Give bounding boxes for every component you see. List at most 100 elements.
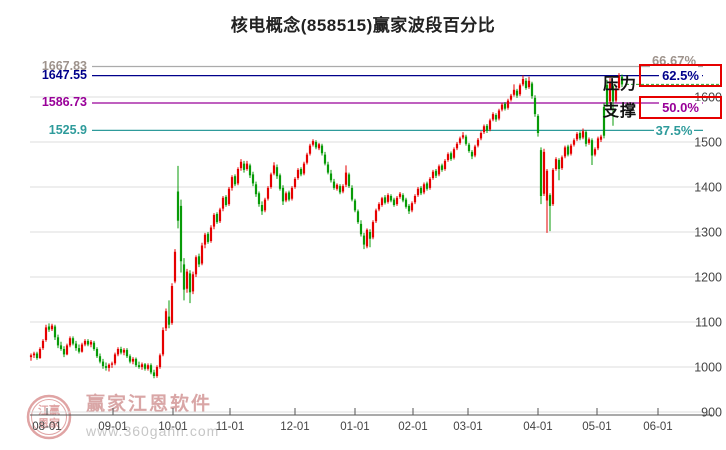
level-percent-label: 37.5% — [644, 123, 704, 138]
candle — [434, 170, 438, 176]
candle — [59, 345, 63, 349]
candle — [107, 364, 111, 368]
winner-gann-logo-icon: 江赢 恩家 — [26, 394, 72, 440]
candle — [524, 80, 528, 88]
candle — [170, 286, 174, 323]
candle — [461, 135, 465, 138]
candle — [356, 211, 360, 223]
candle — [455, 143, 459, 149]
level-price-label: 1647.55 — [41, 68, 87, 83]
candle — [50, 325, 54, 330]
level-percent-label: 62.5% — [659, 68, 702, 83]
level-percent-box: 62.5% — [639, 64, 722, 87]
x-axis-label: 11-01 — [216, 421, 245, 433]
candle — [206, 233, 210, 242]
candle — [47, 326, 51, 330]
candle — [371, 222, 375, 238]
candle — [374, 210, 378, 222]
candle — [437, 166, 441, 175]
candle — [245, 163, 249, 169]
candle — [311, 141, 315, 145]
candle — [86, 340, 90, 345]
candle — [446, 154, 450, 160]
candle — [68, 338, 72, 346]
watermark-brand-text: 赢家江恩软件 — [86, 394, 213, 415]
candle — [473, 146, 477, 156]
candle — [221, 197, 225, 209]
candle — [182, 264, 186, 290]
candle — [362, 235, 366, 245]
candle — [416, 188, 420, 196]
candle — [281, 187, 285, 202]
candle — [539, 150, 543, 196]
candle — [572, 140, 576, 145]
candle — [83, 340, 87, 345]
candle — [224, 196, 228, 205]
candle — [548, 195, 552, 206]
candle — [413, 196, 417, 203]
candle — [464, 136, 468, 144]
candle — [287, 192, 291, 200]
candle — [527, 80, 531, 88]
y-axis-label: 1300 — [694, 226, 722, 240]
y-axis-label: 1400 — [694, 181, 722, 195]
candle — [236, 169, 240, 184]
candle — [314, 142, 318, 148]
candle — [65, 345, 69, 355]
candle — [275, 167, 279, 177]
y-axis-label: 1100 — [695, 316, 722, 330]
y-axis-label: 900 — [701, 406, 722, 420]
candle — [248, 165, 252, 176]
candle — [233, 176, 237, 185]
candle — [272, 165, 276, 174]
chart-title: 核电概念(858515)赢家波段百分比 — [230, 16, 496, 35]
candle — [467, 144, 471, 151]
svg-text:江赢: 江赢 — [38, 403, 60, 417]
x-axis-label: 10-01 — [158, 421, 187, 433]
candle — [323, 154, 327, 164]
candle — [101, 361, 105, 367]
candle — [542, 151, 546, 194]
candle — [152, 372, 156, 376]
candle — [41, 340, 45, 349]
candle — [494, 115, 498, 120]
candle — [452, 149, 456, 158]
candle — [533, 97, 537, 115]
candle — [317, 144, 321, 149]
candle — [122, 349, 126, 353]
candle — [305, 154, 309, 163]
candle — [131, 358, 135, 362]
candle — [155, 367, 159, 376]
candle — [179, 205, 183, 262]
candle — [341, 186, 345, 192]
candle — [410, 203, 414, 211]
candle — [365, 229, 369, 247]
x-axis-label: 08-01 — [32, 421, 61, 433]
candle — [158, 355, 162, 367]
watermark-url-text: www.360gann.com — [86, 423, 220, 439]
x-axis-label: 02-01 — [398, 421, 427, 433]
candle — [203, 234, 207, 245]
candle — [284, 193, 288, 201]
level-percent-text: 37.5% — [653, 123, 695, 138]
candle — [218, 209, 222, 222]
candle — [566, 146, 570, 155]
candle — [503, 103, 507, 109]
candle — [263, 199, 267, 211]
level-price-label: 1586.73 — [41, 95, 87, 110]
candle — [350, 187, 354, 200]
candle — [278, 175, 282, 189]
candle — [209, 227, 213, 241]
candle — [338, 186, 342, 193]
candle — [290, 187, 294, 199]
candle — [476, 139, 480, 146]
candle — [497, 110, 501, 119]
candle — [560, 157, 564, 169]
y-axis-label: 1200 — [694, 271, 722, 285]
candle — [425, 183, 429, 189]
candle — [302, 163, 306, 174]
x-axis-label: 04-01 — [523, 421, 552, 433]
candle — [197, 256, 201, 265]
